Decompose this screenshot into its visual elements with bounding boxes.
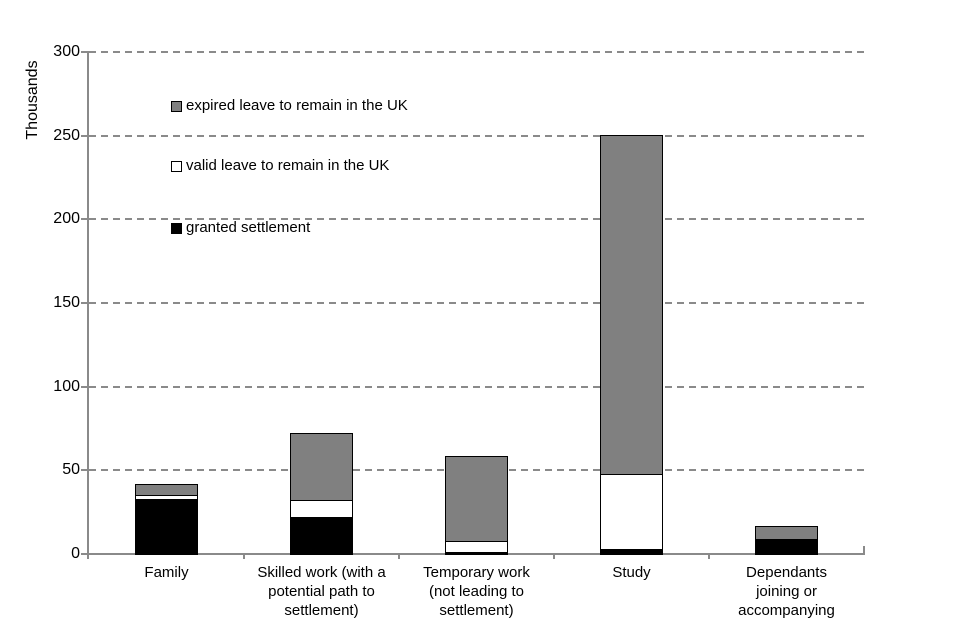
bar-skilled-work-with-a-potential-path-to-settlement--valid-leave-to-remain-in-the-uk xyxy=(290,499,353,519)
y-tick-100 xyxy=(81,385,88,388)
legend-label-granted-settlement: granted settlement xyxy=(186,219,311,236)
y-tick-300 xyxy=(81,51,88,53)
y-tick-label-50: 50 xyxy=(62,461,80,479)
gridline-300 xyxy=(89,51,865,53)
x-axis-end-tick xyxy=(863,546,865,554)
gridline-200 xyxy=(89,218,865,221)
y-tick-label-300: 300 xyxy=(53,43,80,60)
x-axis-label-skilled-work-with-a-potential-path-to-settlement: Skilled work (with a potential path to s… xyxy=(257,564,386,619)
x-axis-label-family: Family xyxy=(144,564,189,581)
y-tick-label-250: 250 xyxy=(53,126,80,144)
y-tick-0 xyxy=(81,553,88,555)
y-tick-label-200: 200 xyxy=(53,210,80,228)
x-tick-2 xyxy=(398,555,400,559)
legend-marker-icon-valid-leave-to-remain-in-the-uk xyxy=(171,160,182,172)
y-tick-50 xyxy=(81,469,88,472)
legend-item-valid-leave-to-remain-in-the-uk: valid leave to remain in the UK xyxy=(171,158,389,174)
bar-study--expired-leave-to-remain-in-the-uk xyxy=(600,134,663,475)
bar-temporary-work-not-leading-to-settlement--expired-leave-to-remain-in-the-uk xyxy=(445,455,508,542)
bar-dependants-joining-or-accompanying--granted-settlement xyxy=(755,537,818,555)
y-tick-label-150: 150 xyxy=(53,294,80,311)
x-tick-3 xyxy=(553,555,555,559)
legend-item-expired-leave-to-remain-in-the-uk: expired leave to remain in the UK xyxy=(171,98,408,114)
bar-family--granted-settlement xyxy=(135,497,198,555)
legend-label-expired-leave-to-remain-in-the-uk: expired leave to remain in the UK xyxy=(186,97,408,114)
bar-skilled-work-with-a-potential-path-to-settlement--expired-leave-to-remain-in-the-uk xyxy=(290,432,353,502)
legend-marker-icon-granted-settlement xyxy=(171,222,182,234)
legend-item-granted-settlement: granted settlement xyxy=(171,220,310,236)
y-tick-200 xyxy=(81,218,88,221)
y-tick-250 xyxy=(81,134,88,137)
x-axis-label-dependants-joining-or-accompanying: Dependants joining or accompanying xyxy=(738,564,835,619)
bar-dependants-joining-or-accompanying--expired-leave-to-remain-in-the-uk xyxy=(755,526,818,540)
y-tick-150 xyxy=(81,302,88,304)
bar-study--valid-leave-to-remain-in-the-uk xyxy=(600,472,663,550)
bar-skilled-work-with-a-potential-path-to-settlement--granted-settlement xyxy=(290,516,353,555)
x-axis-label-study: Study xyxy=(612,564,651,581)
legend-label-valid-leave-to-remain-in-the-uk: valid leave to remain in the UK xyxy=(186,157,390,174)
y-tick-label-0: 0 xyxy=(71,545,80,562)
gridline-150 xyxy=(89,302,865,304)
gridline-100 xyxy=(89,385,865,388)
x-axis-label-temporary-work-not-leading-to-settlement: Temporary work (not leading to settlemen… xyxy=(423,564,530,619)
y-axis xyxy=(87,51,89,559)
x-tick-1 xyxy=(243,555,245,559)
x-tick-4 xyxy=(708,555,710,559)
bar-family--expired-leave-to-remain-in-the-uk xyxy=(135,484,198,497)
bar-temporary-work-not-leading-to-settlement--valid-leave-to-remain-in-the-uk xyxy=(445,539,508,554)
legend-marker-icon-expired-leave-to-remain-in-the-uk xyxy=(171,100,182,112)
gridline-250 xyxy=(89,134,865,137)
y-tick-label-100: 100 xyxy=(53,377,80,395)
